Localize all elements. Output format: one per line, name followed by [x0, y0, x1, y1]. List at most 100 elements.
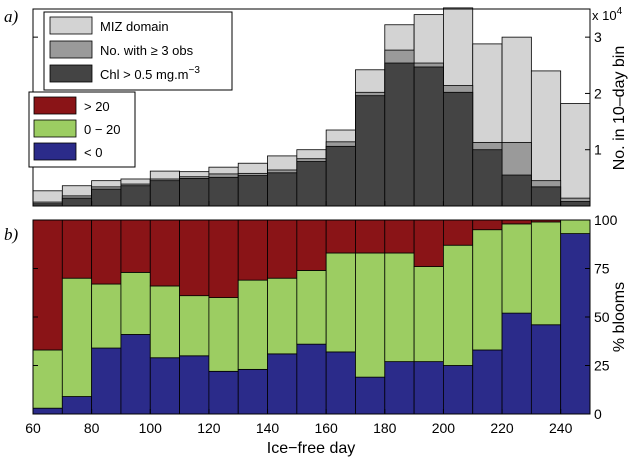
bar-b-s0-7 [237, 368, 268, 415]
xtick-label-b-6: 180 [373, 420, 397, 436]
ytick-label-b-0: 0 [594, 406, 602, 422]
bar-b-s2-5 [179, 219, 210, 297]
bar-b-s2-3 [120, 219, 151, 273]
bar-a-s2-16 [501, 174, 532, 207]
bar-b-s2-9 [296, 219, 327, 271]
xtick-label-b-5: 160 [314, 420, 338, 436]
ytick-label-b-4: 100 [594, 212, 618, 228]
xtick-label-b-7: 200 [432, 420, 456, 436]
ytick-label-b-1: 25 [594, 358, 610, 374]
bar-a-s2-3 [120, 185, 151, 207]
xtick-label-b-0: 60 [25, 420, 41, 436]
bar-b-s0-5 [179, 355, 210, 415]
legend-a: MIZ domain No. with ≥ 3 obs Chl > 0.5 mg.m… [43, 11, 233, 91]
bar-b-s2-14 [443, 219, 474, 246]
bar-a-s2-4 [149, 180, 180, 207]
bar-b-s0-10 [325, 351, 356, 415]
bar-b-s1-14 [443, 244, 474, 366]
bar-b-s0-4 [149, 357, 180, 415]
bar-a-s2-10 [325, 145, 356, 207]
xtick-label-b-8: 220 [490, 420, 514, 436]
bar-b-s2-11 [355, 219, 386, 254]
bar-b-s0-1 [61, 396, 93, 415]
bar-b-s2-12 [384, 219, 415, 254]
bar-a-s2-6 [208, 176, 239, 207]
legend-a-label-2: Chl > 0.5 mg.m−3 [100, 65, 200, 82]
bar-b-s1-3 [120, 271, 151, 335]
bar-b-s0-6 [208, 370, 239, 415]
legend-b-swatch-2 [33, 142, 77, 161]
bar-a-s2-1 [61, 197, 93, 207]
legend-a-swatch-1 [49, 40, 93, 59]
legend-b: > 20 0 − 20 < 0 [28, 91, 136, 168]
bar-b-s1-15 [472, 229, 503, 351]
bar-b-s0-2 [91, 347, 122, 415]
xtick-label-b-3: 120 [197, 420, 221, 436]
bar-a-s2-7 [237, 175, 268, 207]
bar-b-s1-11 [355, 252, 386, 378]
ytick-label-a-1: 2 [594, 85, 602, 101]
bar-b-s0-3 [120, 334, 151, 415]
bar-a-s2-5 [179, 178, 210, 207]
xlabel-b: Ice−free day [267, 440, 356, 457]
legend-a-swatch-2 [49, 64, 93, 83]
ylabel-a: No. in 10–day bin [611, 46, 628, 171]
bar-b-s0-13 [413, 361, 444, 415]
legend-b-label-2: < 0 [84, 145, 102, 160]
bar-b-s0-14 [443, 365, 474, 415]
xtick-label-b-4: 140 [256, 420, 280, 436]
bar-b-s0-9 [296, 343, 327, 415]
bar-b-s1-16 [501, 223, 532, 314]
ytick-label-a-0: 1 [594, 142, 602, 158]
legend-b-label-0: > 20 [84, 99, 110, 114]
panel-letter-b: b) [4, 225, 19, 244]
panel-letter-a: a) [4, 7, 19, 26]
bar-b-s0-0 [32, 407, 63, 415]
bar-a-s2-14 [443, 91, 474, 207]
ytick-label-b-3: 75 [594, 261, 610, 277]
bar-a-s2-2 [91, 188, 122, 207]
bar-b-s2-6 [208, 219, 239, 298]
bar-b-s0-17 [530, 324, 562, 415]
bar-b-s2-4 [149, 219, 180, 287]
bar-b-s2-16 [501, 219, 532, 225]
bar-b-s2-0 [32, 219, 63, 351]
bar-a-s2-9 [296, 161, 327, 207]
bar-b-s0-16 [501, 312, 532, 415]
bar-a-s2-12 [384, 62, 415, 207]
bar-b-s2-1 [61, 219, 93, 279]
legend-a-label-1: No. with ≥ 3 obs [100, 43, 194, 58]
bar-a-s2-13 [413, 66, 444, 207]
ytick-label-a-2: 3 [594, 29, 602, 45]
bar-b-s1-0 [32, 349, 63, 409]
ytick-label-b-2: 50 [594, 309, 610, 325]
bar-b-s1-5 [179, 295, 210, 357]
bar-a-s2-11 [355, 95, 386, 207]
bar-b-s1-10 [325, 252, 356, 353]
legend-b-swatch-0 [33, 96, 77, 115]
bar-b-s0-18 [560, 233, 591, 415]
bar-b-s1-4 [149, 285, 180, 359]
bar-b-s0-11 [355, 376, 386, 415]
bar-a-s0-18 [560, 103, 591, 207]
legend-a-label-0: MIZ domain [100, 19, 169, 34]
bar-b-s1-17 [530, 221, 562, 326]
bar-a-s2-18 [560, 201, 591, 207]
bar-b-s1-9 [296, 270, 327, 345]
panel-a-chart: 1 2 3 x 104 No. in 10–day bin a) MIZ domain No.… [4, 6, 628, 207]
bar-b-s1-1 [61, 277, 93, 397]
panel-b-chart: 0 25 50 75 100 60 80 100 120 140 160 180 200 220 240 Ic… [4, 91, 628, 457]
bar-b-s0-15 [472, 349, 503, 415]
bar-b-s1-6 [208, 297, 239, 372]
bar-b-s1-13 [413, 266, 444, 363]
bar-b-s2-13 [413, 219, 444, 267]
bar-b-s0-12 [384, 361, 415, 415]
bar-a-s2-15 [472, 149, 503, 207]
bar-b-s2-15 [472, 219, 503, 231]
legend-b-label-1: 0 − 20 [84, 122, 121, 137]
legend-a-swatch-0 [49, 16, 93, 35]
bar-a-s2-8 [267, 172, 298, 207]
bar-b-s2-8 [267, 219, 298, 279]
xtick-label-b-2: 100 [139, 420, 163, 436]
